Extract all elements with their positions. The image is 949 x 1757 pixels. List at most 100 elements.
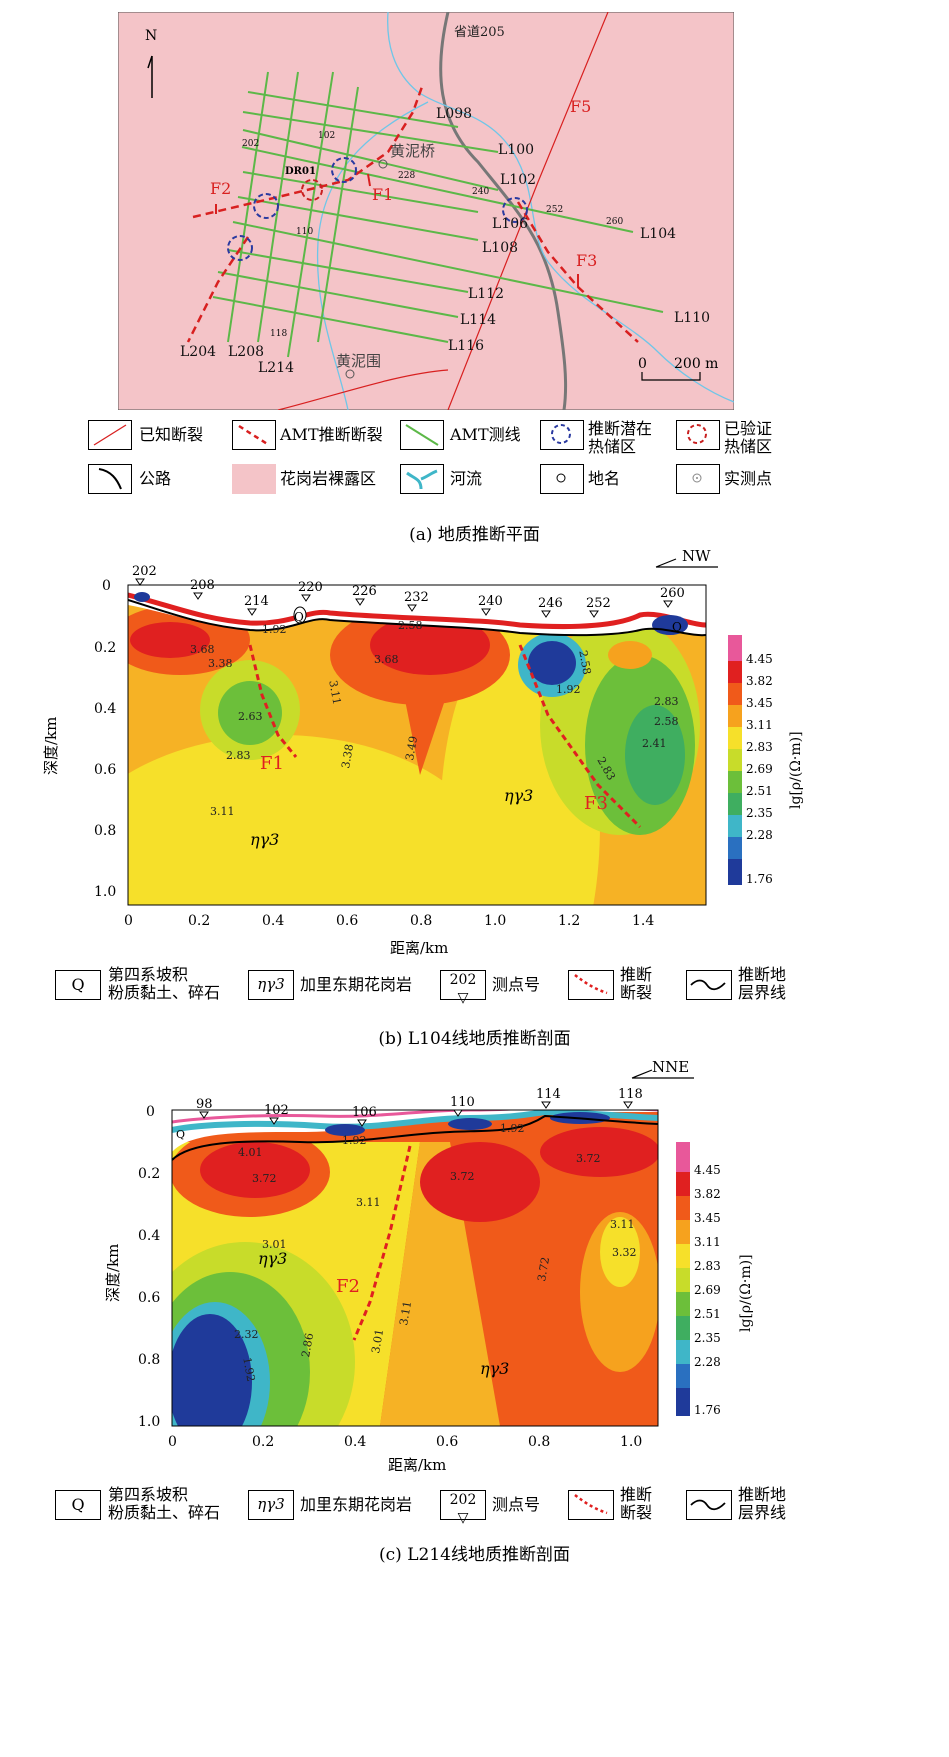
- svg-text:L104: L104: [640, 226, 676, 242]
- svg-text:F3: F3: [584, 793, 608, 814]
- svg-text:98: 98: [196, 1097, 213, 1112]
- svg-text:0.4: 0.4: [138, 1228, 160, 1244]
- contour-labels-c: 4.01 3.72 3.11 3.01 1.92 1.92 3.72 3.72 …: [234, 1122, 637, 1383]
- svg-text:L114: L114: [460, 312, 496, 328]
- svg-text:黄泥围: 黄泥围: [336, 352, 381, 370]
- svg-text:0.4: 0.4: [262, 913, 284, 929]
- svg-text:1.76: 1.76: [694, 1403, 721, 1417]
- svg-text:2.41: 2.41: [642, 737, 667, 750]
- svg-text:L204: L204: [180, 344, 216, 360]
- svg-text:2.58: 2.58: [576, 649, 593, 675]
- yaxis-b: 0 0.2 0.4 0.6 0.8 1.0: [94, 578, 116, 900]
- caption-a: (a) 地质推断平面: [409, 525, 540, 545]
- svg-text:L112: L112: [468, 286, 504, 302]
- svg-text:3.38: 3.38: [208, 657, 233, 670]
- svg-text:2.83: 2.83: [694, 1259, 721, 1273]
- ylabel-c: 深度/km: [104, 1244, 122, 1302]
- svg-text:2.28: 2.28: [746, 828, 773, 842]
- xlabel-b: 距离/km: [390, 939, 448, 957]
- svg-text:3.82: 3.82: [694, 1187, 721, 1201]
- svg-text:Q: Q: [176, 1128, 185, 1141]
- section-legend-c: Q 第四系坡积 粉质黏土、碎石 ηγ3 加里东期花岗岩 202 ▽ 测点号 推断 …: [0, 1486, 949, 1528]
- verified-reservoir: [301, 179, 323, 201]
- river-icon: [400, 464, 444, 494]
- svg-text:2.86: 2.86: [299, 1332, 316, 1358]
- svg-text:L108: L108: [482, 240, 518, 256]
- svg-text:0.2: 0.2: [138, 1166, 160, 1182]
- svg-text:3.11: 3.11: [610, 1218, 635, 1231]
- known-fault-icon: [88, 420, 132, 450]
- svg-text:L214: L214: [258, 360, 294, 376]
- svg-text:202: 202: [132, 564, 157, 579]
- amt-fault-icon: [232, 420, 276, 450]
- fault-f2: [352, 1145, 412, 1341]
- direction-nw: NW: [655, 547, 718, 568]
- stations-b: 202 208 214 220 226 232 240 246 252 260: [132, 564, 685, 618]
- potential-reservoirs: [227, 157, 528, 261]
- fault-symbol-box: [568, 1490, 614, 1520]
- svg-text:3.72: 3.72: [535, 1256, 552, 1282]
- svg-text:0: 0: [168, 1434, 177, 1450]
- svg-text:DR01: DR01: [285, 166, 316, 177]
- svg-text:240: 240: [478, 594, 503, 609]
- svg-text:1.92: 1.92: [240, 1356, 257, 1382]
- road-205: [439, 12, 568, 410]
- svg-text:1.92: 1.92: [262, 623, 287, 636]
- direction-nne: NNE: [631, 1058, 694, 1079]
- svg-text:Q: Q: [672, 620, 682, 634]
- stations-c: 98 102 106 110 114 118: [196, 1087, 643, 1127]
- svg-text:NNE: NNE: [652, 1058, 689, 1076]
- svg-text:200 m: 200 m: [674, 356, 718, 372]
- svg-text:F2: F2: [336, 1276, 360, 1297]
- map-legend: 已知断裂 AMT推断断裂 AMT测线 推断潜在 热储区 已验证 热储区 公路 花…: [0, 420, 949, 500]
- svg-text:L110: L110: [674, 310, 710, 326]
- svg-text:2.69: 2.69: [694, 1283, 721, 1297]
- boundary-symbol-box: [686, 970, 732, 1000]
- fault-f3: [518, 644, 642, 829]
- geologic-map: N 省道205 DR01 黄泥桥: [118, 12, 734, 410]
- svg-text:lg[ρ/(Ω·m)]: lg[ρ/(Ω·m)]: [788, 731, 804, 809]
- scale-bar: 0 200 m: [638, 356, 718, 381]
- svg-text:F1: F1: [260, 753, 284, 774]
- svg-text:0.6: 0.6: [336, 913, 358, 929]
- road-icon: [88, 464, 132, 494]
- svg-text:252: 252: [586, 596, 611, 611]
- svg-text:246: 246: [538, 596, 563, 611]
- place-huangniwei: 黄泥围: [336, 352, 381, 379]
- svg-text:1.92: 1.92: [556, 683, 581, 696]
- svg-text:L098: L098: [436, 106, 472, 122]
- svg-text:232: 232: [404, 590, 429, 605]
- svg-text:1.0: 1.0: [484, 913, 506, 929]
- svg-text:0: 0: [102, 578, 111, 594]
- svg-text:260: 260: [606, 217, 623, 227]
- svg-text:118: 118: [270, 329, 287, 339]
- svg-text:4.45: 4.45: [694, 1163, 721, 1177]
- svg-text:L208: L208: [228, 344, 264, 360]
- svg-text:220: 220: [298, 580, 323, 595]
- svg-text:ηγ3: ηγ3: [258, 1249, 287, 1268]
- svg-text:208: 208: [190, 578, 215, 593]
- svg-text:3.72: 3.72: [252, 1172, 277, 1185]
- amt-lines: [212, 71, 664, 358]
- place-icon: [540, 464, 584, 494]
- profile-l104: NW 202 208 214 220 226 232 240 246 252 2…: [42, 547, 804, 957]
- svg-text:2.83: 2.83: [746, 740, 773, 754]
- svg-text:3.72: 3.72: [576, 1152, 601, 1165]
- svg-text:黄泥桥: 黄泥桥: [390, 142, 435, 160]
- svg-text:0.8: 0.8: [410, 913, 432, 929]
- verified-reservoir-icon: [676, 420, 720, 450]
- svg-text:4.45: 4.45: [746, 652, 773, 666]
- svg-text:1.0: 1.0: [138, 1414, 160, 1430]
- station-symbol-box: 202 ▽: [440, 970, 486, 1006]
- svg-text:3.01: 3.01: [369, 1328, 386, 1354]
- yaxis-c: 0 0.2 0.4 0.6 0.8 1.0: [138, 1104, 160, 1430]
- svg-text:1.92: 1.92: [500, 1122, 525, 1135]
- section-legend-b: Q 第四系坡积 粉质黏土、碎石 ηγ3 加里东期花岗岩 202 ▽ 测点号 推断 …: [0, 966, 949, 1008]
- svg-text:3.45: 3.45: [694, 1211, 721, 1225]
- xaxis-c: 0 0.2 0.4 0.6 0.8 1.0: [168, 1434, 642, 1450]
- svg-text:3.11: 3.11: [397, 1300, 414, 1326]
- svg-text:4.01: 4.01: [238, 1146, 263, 1159]
- svg-text:lg[ρ/(Ω·m)]: lg[ρ/(Ω·m)]: [738, 1254, 754, 1332]
- svg-text:3.68: 3.68: [374, 653, 399, 666]
- fault-f1: [248, 644, 298, 758]
